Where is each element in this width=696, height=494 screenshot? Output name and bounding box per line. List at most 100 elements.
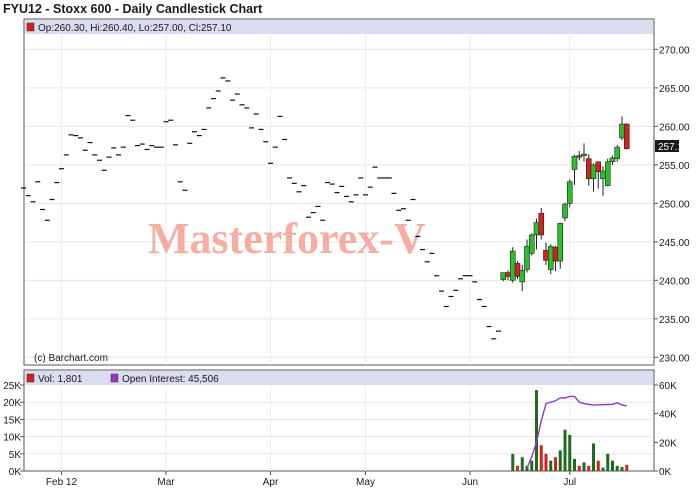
candle-body xyxy=(528,234,535,254)
oi-tick-label: 40K xyxy=(659,410,677,421)
price-tick-label: 240.00 xyxy=(659,276,690,287)
volume-bar xyxy=(611,460,614,471)
price-tick-label: 230.00 xyxy=(659,353,690,364)
volume-axis: 0K 5K 10K 15K 20K 25K 0K 20K 40K 60K xyxy=(3,381,677,478)
volume-bar xyxy=(563,429,567,471)
vol-tick-label: 10K xyxy=(3,433,21,444)
volume-bar xyxy=(520,457,524,471)
candle-body xyxy=(614,146,621,160)
candle xyxy=(514,261,521,279)
volume-bar xyxy=(511,453,515,471)
date-tick-label: Mar xyxy=(157,477,175,488)
candle-body xyxy=(533,222,540,236)
candle xyxy=(500,272,507,282)
price-marks xyxy=(21,77,630,340)
volume-bar xyxy=(516,465,519,471)
candle xyxy=(509,247,516,283)
candle xyxy=(604,158,611,187)
oi-tick-label: 0K xyxy=(659,467,672,478)
volume-bar xyxy=(587,465,591,471)
chart-title: FYU12 - Stoxx 600 - Daily Candlestick Ch… xyxy=(3,2,263,16)
price-tick-label: 235.00 xyxy=(659,315,690,326)
vol-swatch xyxy=(26,373,35,383)
candle xyxy=(547,244,554,275)
candle-body xyxy=(552,246,559,262)
ohlc-label: Op:260.30, Hi:260.40, Lo:257.00, Cl:257.… xyxy=(38,23,232,34)
candle-body xyxy=(609,157,616,163)
candle-body xyxy=(524,246,530,270)
volume-bar xyxy=(596,460,600,471)
volume-bar xyxy=(554,457,557,471)
price-tick-label: 255.00 xyxy=(659,161,690,172)
volume-bar xyxy=(549,460,553,471)
price-tick-label: 250.00 xyxy=(659,199,690,210)
candle xyxy=(566,179,573,208)
candle-body xyxy=(600,170,606,180)
volume-bar xyxy=(592,443,595,471)
ohlc-infobar xyxy=(25,20,653,34)
volume-bar xyxy=(606,453,610,471)
ohlc-swatch xyxy=(26,22,35,32)
candle-body xyxy=(571,156,578,170)
candle xyxy=(562,202,568,222)
candle xyxy=(614,144,621,162)
candle xyxy=(524,239,530,273)
candle-body xyxy=(576,155,583,158)
candle-body xyxy=(500,272,507,280)
volume-bar xyxy=(539,445,543,471)
candle-body xyxy=(604,161,611,186)
vol-tick-label: 15K xyxy=(3,415,21,426)
last-price-tag-label: 257.10 xyxy=(658,142,689,153)
vol-tick-label: 25K xyxy=(3,381,21,392)
candle-body xyxy=(623,123,630,149)
volume-bar xyxy=(530,460,534,471)
price-axis: 230.00 235.00 240.00 245.00 250.00 255.00 260.… xyxy=(654,45,690,364)
price-tick-label: 265.00 xyxy=(659,84,690,95)
oi-tick-label: 60K xyxy=(659,381,677,392)
volume-bar xyxy=(577,465,581,471)
candle-body xyxy=(538,213,545,236)
candle-body xyxy=(543,250,549,261)
date-tick-label: Feb 12 xyxy=(46,477,78,488)
last-price-tag xyxy=(655,140,679,152)
volume-infobar xyxy=(25,371,653,385)
price-tick-label: 260.00 xyxy=(659,122,690,133)
candle xyxy=(581,143,587,162)
candle xyxy=(538,207,545,240)
candle-body xyxy=(590,164,597,180)
candle-body xyxy=(595,161,602,173)
oi-label: Open Interest: 45,506 xyxy=(122,374,219,385)
date-tick-label: Apr xyxy=(263,477,279,488)
candle-body xyxy=(557,223,564,262)
volume-bar xyxy=(601,467,605,471)
candle-body xyxy=(509,250,516,281)
candle-body xyxy=(519,270,526,283)
date-tick-label: Jul xyxy=(563,477,576,488)
oi-tick-label: 20K xyxy=(659,438,677,449)
candle xyxy=(557,222,564,269)
volume-bar xyxy=(625,464,629,471)
volume-bar xyxy=(535,390,538,471)
candle-body xyxy=(514,263,521,277)
candle-body xyxy=(566,181,573,204)
candle xyxy=(576,151,583,161)
volume-bar xyxy=(544,453,548,471)
date-tick-label: Jun xyxy=(462,477,478,488)
oi-swatch xyxy=(110,373,119,383)
volume-bar xyxy=(615,465,619,471)
volume-marks xyxy=(511,390,629,471)
candle-body xyxy=(619,123,625,139)
date-axis: Feb 12 Mar Apr May Jun Jul xyxy=(46,471,576,488)
price-gridlines xyxy=(25,35,653,365)
price-tick-label: 245.00 xyxy=(659,238,690,249)
volume-bar xyxy=(525,465,529,471)
volume-bar xyxy=(620,466,624,471)
vol-label: Vol: 1,801 xyxy=(38,374,83,385)
volume-bar xyxy=(582,462,586,471)
volume-bar xyxy=(558,450,562,471)
candle xyxy=(571,154,578,185)
candle-body xyxy=(505,272,511,277)
volume-bar xyxy=(568,434,572,471)
candle xyxy=(623,123,630,150)
